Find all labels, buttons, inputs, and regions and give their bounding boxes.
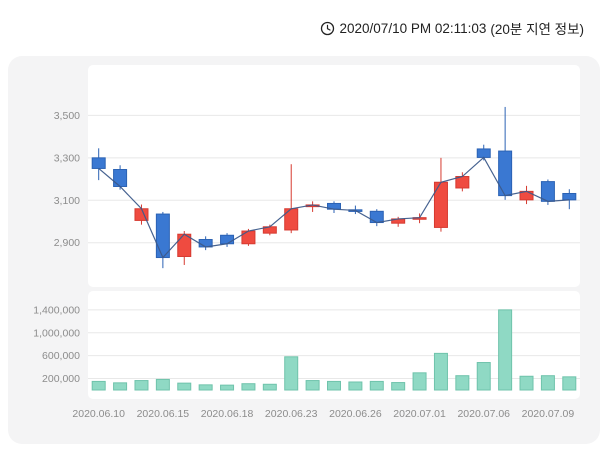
x-axis-tick: 2020.07.06 xyxy=(457,408,511,420)
timestamp: 2020/07/10 PM 02:11:03 xyxy=(339,20,487,36)
x-axis-tick: 2020.06.18 xyxy=(200,408,254,420)
svg-text:3,100: 3,100 xyxy=(54,195,80,207)
delay-note: (20분 지연 정보) xyxy=(490,22,584,37)
price-chart: 2,900 3,100 3,300 3,500 xyxy=(54,65,580,287)
x-axis-tick: 2020.07.09 xyxy=(521,408,575,420)
svg-text:1,000,000: 1,000,000 xyxy=(33,327,80,339)
x-axis-tick: 2020.06.23 xyxy=(264,408,318,420)
x-axis-tick: 2020.06.10 xyxy=(72,408,125,420)
clock-icon xyxy=(320,21,335,36)
svg-text:1,400,000: 1,400,000 xyxy=(33,304,80,316)
volume-chart: 200,000 600,000 1,000,000 1,400,000 xyxy=(33,291,580,399)
svg-text:600,000: 600,000 xyxy=(42,350,80,362)
x-axis-tick: 2020.07.01 xyxy=(393,408,446,420)
svg-text:3,500: 3,500 xyxy=(54,110,80,122)
x-axis-tick: 2020.06.15 xyxy=(136,408,190,420)
x-axis-labels: 2020.06.10 2020.06.15 2020.06.18 2020.06.23… xyxy=(10,408,598,424)
svg-text:2,900: 2,900 xyxy=(54,237,80,249)
svg-text:200,000: 200,000 xyxy=(42,373,80,385)
chart-panel: 2,900 3,100 3,300 3,500 200,000 600,000 1,000… xyxy=(8,56,600,444)
svg-text:3,300: 3,300 xyxy=(54,152,80,164)
header: 2020/07/10 PM 02:11:03 (20분 지연 정보) xyxy=(0,0,600,56)
x-axis-tick: 2020.06.26 xyxy=(329,408,382,420)
